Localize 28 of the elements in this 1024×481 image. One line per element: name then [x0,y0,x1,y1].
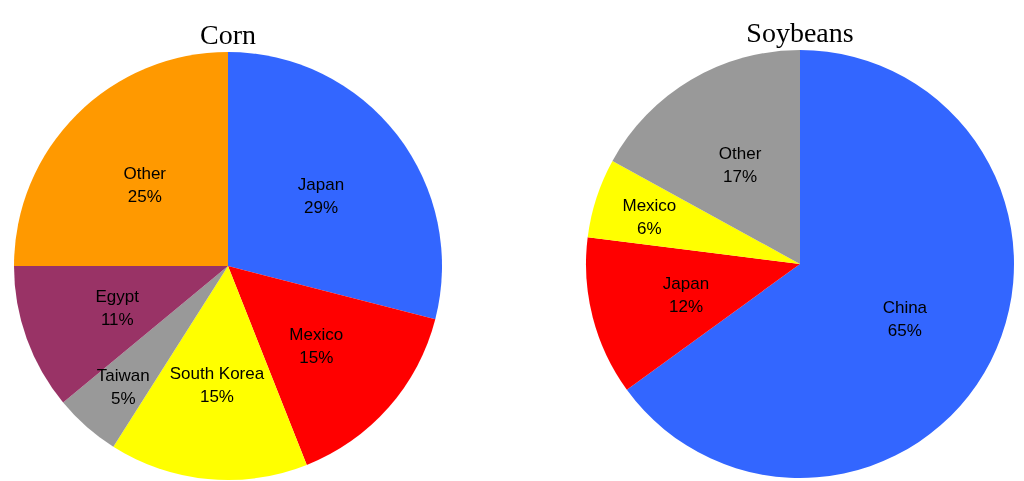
data-label: 5% [110,388,136,408]
data-label: 11% [100,309,134,329]
slice-label: Japan [662,274,710,294]
slice-label: Other [123,163,167,183]
pie-slice [586,237,800,390]
data-label: 17% [723,166,758,186]
data-label: 15% [299,347,334,367]
pie-slice [626,50,1014,478]
slice-label: Japan [297,174,345,194]
pie-slice [587,160,800,264]
data-label: 15% [199,387,234,407]
slice-label: Mexico [289,324,344,344]
slice-label: Mexico [622,196,677,216]
pie-slice [612,50,800,264]
chart-title: Soybeans [746,17,854,48]
data-label: 65% [887,321,922,341]
slice-label: Other [718,143,762,163]
slice-label: South Korea [169,364,265,384]
data-label: 29% [303,197,339,217]
data-label: 25% [127,186,162,206]
chart-title: Corn [200,19,256,50]
slice-label: Taiwan [96,365,150,385]
pie-slice [14,52,228,266]
data-label: 6% [637,219,662,239]
pie-slice [228,52,442,320]
data-label: 12% [668,297,704,317]
slice-label: Egypt [95,286,140,306]
slice-label: China [882,298,928,318]
